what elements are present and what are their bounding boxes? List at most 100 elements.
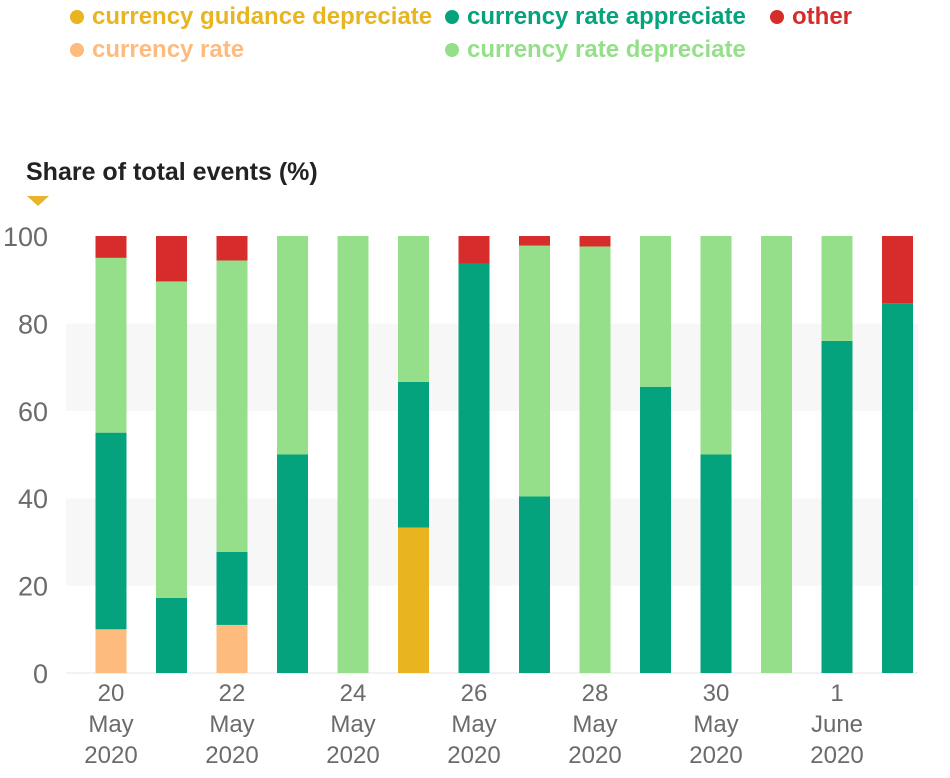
x-tick-label-line: May <box>330 711 375 738</box>
bar-segment-currency-rate <box>216 624 248 673</box>
bar-segment-currency-rate-appreciate <box>156 597 187 673</box>
bar-segment-other <box>156 236 187 282</box>
bar-segment-currency-rate-depreciate <box>337 236 369 673</box>
legend: currency guidance depreciate currency ra… <box>0 0 950 80</box>
y-tick-label: 60 <box>18 397 48 427</box>
legend-item-currency-guidance-depreciate[interactable]: currency guidance depreciate <box>70 3 432 31</box>
x-tick-label-line: 26 <box>461 680 488 707</box>
x-tick-label-line: 2020 <box>568 742 621 769</box>
x-tick-label-line: May <box>693 711 738 738</box>
bar-segment-currency-rate-appreciate <box>95 432 127 630</box>
bar-segment-currency-rate-appreciate <box>519 496 550 673</box>
bar-segment-currency-guidance-depreciate <box>398 527 429 673</box>
x-tick-label-line: 2020 <box>326 742 379 769</box>
x-tick-label-line: May <box>572 711 617 738</box>
x-tick-label-line: 20 <box>98 680 125 707</box>
bar-segment-currency-rate-depreciate <box>579 246 611 673</box>
y-tick-label: 40 <box>18 484 48 514</box>
x-tick-label: 22 May 2020 <box>205 680 258 769</box>
x-axis-ticks: 20 May 2020 22 May 2020 24 May 2020 26 May 2020 28 Ma… <box>84 680 863 769</box>
bar-stack <box>95 236 127 673</box>
x-tick-label-line: May <box>209 711 254 738</box>
bar-stack <box>337 236 369 673</box>
y-axis-title: Share of total events (%) <box>26 158 318 186</box>
legend-dot-icon <box>70 43 84 57</box>
bar-segment-other <box>519 236 550 246</box>
x-tick-label: 26 May 2020 <box>447 680 500 769</box>
x-tick-label: 20 May 2020 <box>84 680 137 769</box>
bar-stack <box>579 236 611 673</box>
x-tick-label: 1 June 2020 <box>810 680 863 769</box>
bar-stack <box>216 236 248 673</box>
x-tick-label-line: 24 <box>340 680 367 707</box>
bar-stack <box>640 236 671 673</box>
x-tick-label-line: May <box>451 711 496 738</box>
bar-stack <box>277 236 308 673</box>
bar-segment-currency-rate-appreciate <box>882 303 913 673</box>
x-tick-label-line: 2020 <box>689 742 742 769</box>
bar-segment-currency-rate-appreciate <box>216 551 248 625</box>
x-tick-label-line: 30 <box>703 680 730 707</box>
legend-label: currency guidance depreciate <box>92 3 433 30</box>
bar-segment-currency-rate-depreciate <box>277 236 308 455</box>
bar-segment-currency-rate-depreciate <box>640 236 671 387</box>
y-axis-ticks: 0 20 40 60 80 100 <box>3 222 48 689</box>
x-tick-label-line: June <box>811 711 863 738</box>
bar-segment-currency-rate-appreciate <box>640 386 671 673</box>
legend-dot-icon <box>70 10 84 24</box>
bars <box>95 236 913 673</box>
legend-item-currency-rate[interactable]: currency rate <box>70 36 244 64</box>
bar-segment-currency-rate-depreciate <box>156 281 187 598</box>
bar-segment-currency-rate-depreciate <box>700 236 732 455</box>
bar-stack <box>458 236 490 673</box>
x-tick-label-line: 2020 <box>810 742 863 769</box>
legend-label: currency rate depreciate <box>467 36 746 63</box>
x-tick-label-line: 2020 <box>447 742 500 769</box>
bar-stack <box>156 236 187 673</box>
bar-stack <box>882 236 913 673</box>
legend-item-currency-rate-appreciate[interactable]: currency rate appreciate <box>445 3 746 31</box>
bar-segment-currency-rate-depreciate <box>95 257 127 433</box>
y-tick-label: 0 <box>33 659 48 689</box>
bar-segment-other <box>579 236 611 247</box>
legend-dot-icon <box>445 10 459 24</box>
x-tick-label: 30 May 2020 <box>689 680 742 769</box>
y-tick-label: 80 <box>18 309 48 339</box>
bar-segment-currency-rate-appreciate <box>700 454 732 673</box>
x-tick-label-line: 22 <box>219 680 246 707</box>
x-tick-label-line: 2020 <box>205 742 258 769</box>
legend-label: currency rate <box>92 36 245 63</box>
x-tick-label: 28 May 2020 <box>568 680 621 769</box>
bar-stack <box>761 236 792 673</box>
bar-segment-other <box>216 236 248 261</box>
bar-segment-currency-rate-appreciate <box>277 454 308 673</box>
x-tick-label: 24 May 2020 <box>326 680 379 769</box>
x-tick-label-line: 2020 <box>84 742 137 769</box>
y-tick-label: 100 <box>3 222 48 252</box>
bar-segment-currency-rate <box>95 629 127 673</box>
bar-segment-currency-rate-appreciate <box>821 340 853 673</box>
bar-segment-currency-rate-depreciate <box>398 236 429 382</box>
legend-dot-icon <box>770 10 784 24</box>
legend-label: other <box>792 3 852 30</box>
y-axis-title-marker-icon <box>27 196 49 206</box>
bar-stack <box>519 236 550 673</box>
bar-segment-other <box>458 236 490 264</box>
bar-segment-currency-rate-appreciate <box>398 381 429 528</box>
bar-segment-currency-rate-depreciate <box>519 245 550 497</box>
legend-dot-icon <box>445 43 459 57</box>
legend-label: currency rate appreciate <box>467 3 746 30</box>
bar-segment-currency-rate-depreciate <box>821 236 853 341</box>
bar-segment-currency-rate-appreciate <box>458 263 490 673</box>
x-tick-label-line: 28 <box>582 680 609 707</box>
bar-segment-currency-rate-depreciate <box>761 236 792 673</box>
legend-item-other[interactable]: other <box>770 3 852 31</box>
bar-segment-currency-rate-depreciate <box>216 260 248 552</box>
bar-stack <box>821 236 853 673</box>
bar-segment-other <box>882 236 913 304</box>
y-tick-label: 20 <box>18 572 48 602</box>
bar-segment-other <box>95 236 127 258</box>
x-tick-label-line: May <box>88 711 133 738</box>
legend-item-currency-rate-depreciate[interactable]: currency rate depreciate <box>445 36 746 64</box>
